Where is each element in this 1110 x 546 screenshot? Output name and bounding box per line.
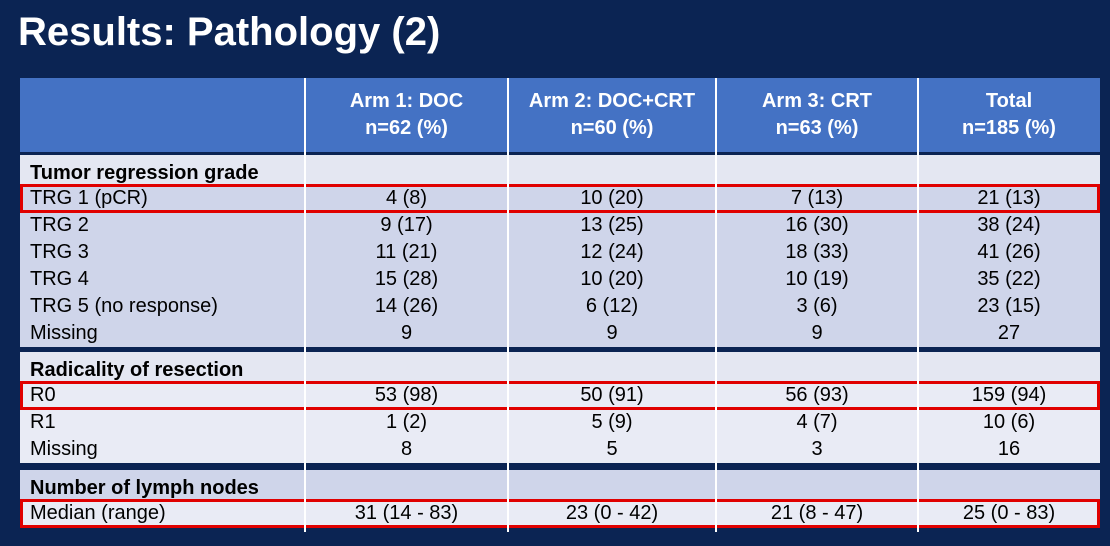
highlight-box	[20, 499, 1100, 528]
section-background	[20, 155, 1100, 185]
table-cell: 16 (30)	[785, 214, 849, 236]
table-cell: 25 (0 - 83)	[962, 502, 1056, 524]
header-line: Arm 3: CRT	[761, 90, 872, 112]
section-title: Number of lymph nodes	[30, 476, 259, 499]
header-line: Total	[985, 90, 1033, 112]
table-cell: 21 (13)	[977, 187, 1041, 209]
section-title: Radicality of resection	[30, 358, 244, 381]
section-background	[20, 382, 1100, 463]
section-background	[20, 470, 1100, 500]
table-cell: 6 (12)	[585, 295, 639, 317]
column-divider	[715, 78, 717, 532]
highlight-box	[20, 381, 1100, 410]
table-cell: 5	[606, 438, 618, 460]
table-cell: 10 (20)	[580, 268, 644, 290]
table-cell: 16	[997, 438, 1021, 460]
table-cell: 9	[606, 322, 618, 344]
header-cell: Arm 1: DOC n=62 (%)	[305, 78, 508, 152]
header-cell	[20, 78, 305, 152]
table-cell: 14 (26)	[374, 295, 439, 317]
table-cell: 23 (0 - 42)	[565, 502, 659, 524]
row-label: TRG 5 (no response)	[30, 295, 218, 317]
table-cell: 15 (28)	[374, 268, 439, 290]
header-cell: Total n=185 (%)	[918, 78, 1100, 152]
header-cell: Arm 2: DOC+CRT n=60 (%)	[508, 78, 716, 152]
row-label: TRG 1 (pCR)	[30, 187, 148, 209]
row-label: TRG 3	[30, 241, 89, 263]
table-cell: 9	[400, 322, 413, 344]
header-line: n=62 (%)	[365, 117, 448, 139]
table-cell: 3 (6)	[796, 295, 838, 317]
slide-title: Results: Pathology (2)	[18, 10, 441, 54]
table-cell: 10 (20)	[580, 187, 644, 209]
table-cell: 3	[811, 438, 823, 460]
header-background	[20, 78, 1100, 152]
table-cell: 4 (7)	[796, 411, 838, 433]
table-cell: 159 (94)	[971, 384, 1047, 406]
row-label: Median (range)	[30, 502, 166, 524]
table-cell: 13 (25)	[580, 214, 644, 236]
header-line: n=63 (%)	[775, 117, 859, 139]
row-label: TRG 2	[30, 214, 89, 236]
table-cell: 31 (14 - 83)	[354, 502, 459, 524]
table-cell: 23 (15)	[977, 295, 1041, 317]
header-line: Arm 1: DOC	[349, 90, 464, 112]
table-cell: 1 (2)	[385, 411, 428, 433]
table-cell: 35 (22)	[977, 268, 1041, 290]
table-cell: 10 (6)	[982, 411, 1036, 433]
table-cell: 21 (8 - 47)	[770, 502, 864, 524]
table-cell: 9	[811, 322, 823, 344]
table-cell: 5 (9)	[591, 411, 633, 433]
table-cell: 7 (13)	[790, 187, 844, 209]
section-title: Tumor regression grade	[30, 161, 259, 184]
table-cell: 9 (17)	[380, 214, 433, 236]
row-label: TRG 4	[30, 268, 89, 290]
column-divider	[917, 78, 919, 532]
section-background	[20, 352, 1100, 382]
table-cell: 50 (91)	[580, 384, 644, 406]
highlight-box	[20, 184, 1100, 213]
table-cell: 27	[997, 322, 1021, 344]
column-divider	[507, 78, 509, 532]
header-line: n=60 (%)	[570, 117, 654, 139]
header-cell: Arm 3: CRT n=63 (%)	[716, 78, 918, 152]
row-label: R1	[30, 411, 56, 433]
table-cell: 12 (24)	[580, 241, 644, 263]
table-cell: 56 (93)	[785, 384, 849, 406]
column-divider	[304, 78, 306, 532]
row-label: R0	[30, 384, 56, 406]
table-cell: 4 (8)	[385, 187, 428, 209]
row-label: Missing	[30, 438, 98, 460]
table-cell: 8	[400, 438, 413, 460]
row-label: Missing	[30, 322, 98, 344]
table-cell: 53 (98)	[374, 384, 439, 406]
header-line: Arm 2: DOC+CRT	[528, 90, 696, 112]
section-background	[20, 500, 1100, 527]
table-cell: 38 (24)	[977, 214, 1041, 236]
header-line: n=185 (%)	[962, 117, 1056, 139]
table-cell: 11 (21)	[375, 241, 438, 263]
table-cell: 41 (26)	[977, 241, 1041, 263]
table-cell: 18 (33)	[785, 241, 849, 263]
table-cell: 10 (19)	[785, 268, 849, 290]
